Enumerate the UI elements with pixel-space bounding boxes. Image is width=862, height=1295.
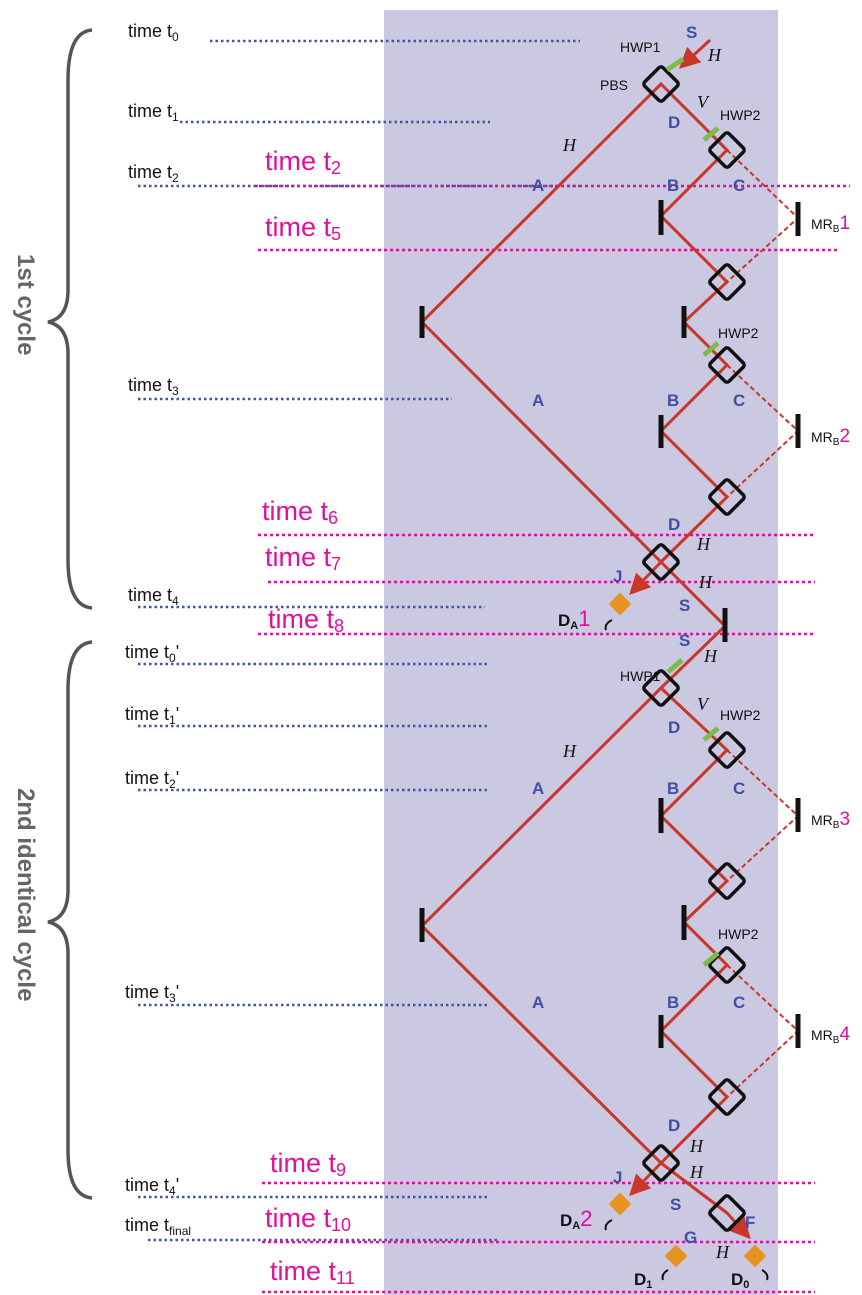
path-d-4: D xyxy=(668,1116,680,1135)
path-b-3: B xyxy=(667,779,679,798)
magenta-label-t5: time t5 xyxy=(265,212,341,244)
apparatus-panel xyxy=(384,10,778,1295)
magenta-time-labels: time t2 time t5 time t6 time t7 time t8 … xyxy=(262,146,355,1288)
mirror-label-3: MRB3 xyxy=(811,809,850,831)
time-label-t3: time t3 xyxy=(128,375,179,398)
hwp2-label-4: HWP2 xyxy=(718,926,759,942)
detector-label-d1: D1 xyxy=(634,1270,652,1291)
detector-da1 xyxy=(608,592,632,616)
path-d-3: D xyxy=(668,718,680,737)
path-c-2: C xyxy=(733,391,745,410)
pol-h-s2: H xyxy=(703,646,718,666)
path-b-2: B xyxy=(667,391,679,410)
first-cycle-label: 1st cycle xyxy=(12,254,39,355)
time-label-t2-prime: time t2' xyxy=(125,768,179,791)
path-s-1: S xyxy=(679,596,690,615)
component-labels: HWP1 PBS HWP2 HWP2 HWP1 HWP2 HWP2 xyxy=(600,39,761,942)
pol-h-input: H xyxy=(707,45,722,65)
detectors xyxy=(608,592,767,1268)
pol-v-1: V xyxy=(697,92,710,112)
path-s-3: S xyxy=(670,1195,681,1214)
detector-label-da2: DA2 xyxy=(560,1206,592,1232)
time-label-t4-prime: time t4' xyxy=(125,1175,179,1198)
path-a-2: A xyxy=(532,391,544,410)
path-d-1: D xyxy=(668,113,680,132)
path-c-1: C xyxy=(733,176,745,195)
black-time-labels: time t0 time t1 time t2 time t3 time t4 … xyxy=(125,21,191,1238)
beam-splitters xyxy=(642,65,746,1232)
time-label-t4: time t4 xyxy=(128,585,179,608)
hwp2-label-3: HWP2 xyxy=(720,707,761,723)
detector-da2 xyxy=(608,1192,632,1216)
magenta-time-lines xyxy=(255,184,850,1294)
second-cycle-brace xyxy=(47,640,93,1200)
mirror-label-4: MRB4 xyxy=(811,1024,850,1046)
blue-time-lines xyxy=(138,39,580,1242)
wave-plates xyxy=(665,56,720,967)
polarization-labels: H V H H H H V H H H H xyxy=(562,45,730,1262)
path-s-source: S xyxy=(686,23,697,42)
pol-h-f: H xyxy=(715,1242,730,1262)
pol-h-s3: H xyxy=(689,1162,704,1182)
first-cycle-brace xyxy=(47,28,93,610)
pol-h-s1: H xyxy=(698,572,713,592)
mirrors xyxy=(419,200,801,1048)
path-s-2: S xyxy=(679,631,690,650)
detector-d0 xyxy=(743,1244,767,1268)
time-label-t1: time t1 xyxy=(128,101,179,124)
mirror-label-2: MRB2 xyxy=(811,426,850,448)
magenta-label-t9: time t9 xyxy=(270,1148,346,1180)
hwp1-label-1: HWP1 xyxy=(620,39,661,55)
magenta-label-t10: time t10 xyxy=(265,1203,351,1235)
path-g: G xyxy=(684,1228,697,1247)
mirror-label-1: MRB1 xyxy=(811,213,850,235)
path-b-1: B xyxy=(667,176,679,195)
time-label-t2: time t2 xyxy=(128,162,179,185)
time-label-t0: time t0 xyxy=(128,21,179,44)
time-label-t0-prime: time t0' xyxy=(125,642,179,665)
path-c-3: C xyxy=(733,779,745,798)
path-letters: S D A B C A B C D J S S D A B C A B C D … xyxy=(532,23,755,1247)
pol-h-a1: H xyxy=(562,135,577,155)
pol-h-d2: H xyxy=(689,1136,704,1156)
path-b-4: B xyxy=(667,993,679,1012)
pol-h-a2: H xyxy=(562,741,577,761)
path-f: F xyxy=(745,1213,755,1232)
magenta-label-t11: time t11 xyxy=(270,1256,355,1288)
pbs-label: PBS xyxy=(600,77,628,93)
pol-v-2: V xyxy=(697,694,710,714)
detector-arcs xyxy=(604,619,769,1281)
hwp2-label-1: HWP2 xyxy=(720,107,761,123)
second-cycle-label: 2nd identical cycle xyxy=(12,788,39,1001)
beam-arrows xyxy=(629,38,751,1240)
path-j-1: J xyxy=(613,567,622,586)
path-d-2: D xyxy=(668,515,680,534)
detector-d1 xyxy=(664,1244,688,1268)
pol-h-d1: H xyxy=(696,534,711,554)
magenta-label-t8: time t8 xyxy=(268,604,344,636)
hwp2-label-2: HWP2 xyxy=(718,325,759,341)
time-label-tfinal: time tfinal xyxy=(125,1215,191,1238)
path-a-4: A xyxy=(532,993,544,1012)
detector-label-da1: DA1 xyxy=(558,606,590,632)
magenta-label-t7: time t7 xyxy=(265,542,341,574)
time-label-t1-prime: time t1' xyxy=(125,704,179,727)
path-a-3: A xyxy=(532,779,544,798)
mirror-labels: MRB1 MRB2 MRB3 MRB4 xyxy=(811,213,850,1046)
magenta-label-t6: time t6 xyxy=(262,496,338,528)
hwp1-label-2: HWP1 xyxy=(620,668,661,684)
time-label-t3-prime: time t3' xyxy=(125,982,179,1005)
detector-labels: DA1 DA2 D1 D0 xyxy=(558,606,749,1291)
path-j-2: J xyxy=(613,1168,622,1187)
detector-label-d0: D0 xyxy=(731,1270,749,1291)
path-a-1: A xyxy=(532,176,544,195)
magenta-label-t2: time t2 xyxy=(265,146,341,178)
path-c-4: C xyxy=(733,993,745,1012)
